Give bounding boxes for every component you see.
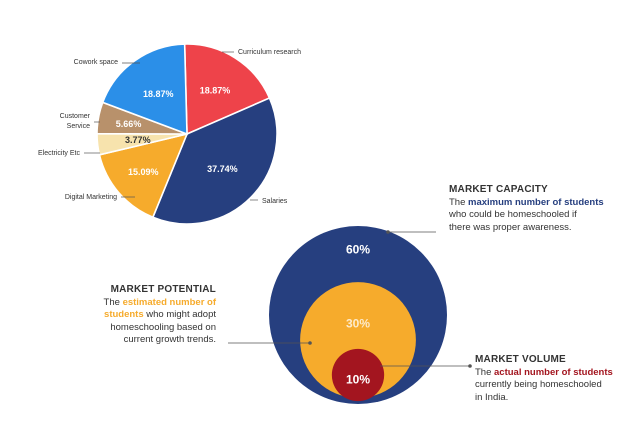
market-potential-heading: MARKET POTENTIAL — [110, 284, 216, 295]
market-capacity-highlight: maximum number of students — [468, 196, 604, 208]
market-leader-dot-volume — [468, 364, 472, 368]
market-capacity-line2: who could be homeschooled if — [449, 209, 577, 220]
pie-category-label-digital: Digital Marketing — [65, 194, 117, 201]
market-potential-line4: current growth trends. — [123, 334, 216, 345]
pie-category-label-salaries: Salaries — [262, 198, 288, 205]
pie-value-label-salaries: 37.74% — [207, 164, 238, 174]
pie-category-label-customer-2: Service — [67, 123, 90, 130]
market-potential-line3: homeschooling based on — [110, 321, 216, 333]
market-circle-potential — [300, 282, 416, 398]
market-volume-line3: in India. — [475, 391, 509, 403]
market-capacity-heading: MARKET CAPACITY — [449, 184, 548, 195]
pie-value-label-curriculum: 18.87% — [200, 85, 231, 95]
pie-slice-digital — [98, 132, 189, 219]
pie-value-label-electricity: 3.77% — [125, 135, 151, 145]
market-potential-intro: The — [103, 296, 123, 308]
market-capacity-text: MARKET CAPACITY The maximum number of st… — [449, 184, 609, 234]
market-capacity-intro: The — [449, 196, 469, 208]
market-volume-intro: The — [475, 366, 495, 378]
market-volume-line1: The actual number of students — [475, 367, 615, 380]
pie-category-label-cowork: Cowork space — [74, 59, 118, 66]
market-volume-highlight: actual number of students — [494, 366, 613, 378]
market-potential-highlight2: students — [104, 309, 144, 320]
market-potential-highlight1: estimated number of — [122, 296, 216, 308]
market-volume-line2: currently being homeschooled — [475, 379, 602, 390]
market-leader-dot-capacity — [386, 230, 390, 234]
pie-slice-salaries — [151, 96, 278, 225]
market-circle-volume — [331, 348, 385, 402]
market-leader-dot-potential — [308, 341, 312, 345]
pie-category-label-customer-1: Customer — [60, 113, 91, 120]
market-potential-text: MARKET POTENTIAL The estimated number of… — [92, 284, 216, 347]
pie-value-label-customer: 5.66% — [116, 119, 142, 129]
pie-value-label-cowork: 18.87% — [143, 89, 174, 99]
pie-slice-cowork — [101, 43, 188, 136]
market-potential-line2: students who might adopt — [92, 309, 216, 322]
pie-category-label-electricity: Electricity Etc — [38, 150, 81, 157]
market-potential-line1: The estimated number of — [92, 297, 216, 310]
market-value-label-capacity: 60% — [346, 243, 370, 257]
market-value-label-volume: 10% — [346, 373, 370, 387]
market-capacity-line1: The maximum number of students — [449, 197, 609, 210]
pie-value-label-digital: 15.09% — [128, 167, 159, 177]
pie-category-label-curriculum: Curriculum research — [238, 49, 301, 56]
market-volume-text: MARKET VOLUME The actual number of stude… — [475, 354, 615, 404]
market-potential-rest2: who might adopt — [143, 309, 216, 320]
market-value-label-potential: 30% — [346, 317, 370, 331]
pie-slice-curriculum — [183, 43, 271, 136]
market-capacity-line3: there was proper awareness. — [449, 221, 572, 233]
market-volume-heading: MARKET VOLUME — [475, 354, 566, 365]
